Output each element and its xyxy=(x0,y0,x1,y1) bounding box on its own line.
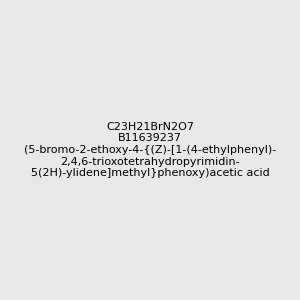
Text: C23H21BrN2O7
B11639237
(5-bromo-2-ethoxy-4-{(Z)-[1-(4-ethylphenyl)-
2,4,6-trioxo: C23H21BrN2O7 B11639237 (5-bromo-2-ethoxy… xyxy=(24,122,276,178)
